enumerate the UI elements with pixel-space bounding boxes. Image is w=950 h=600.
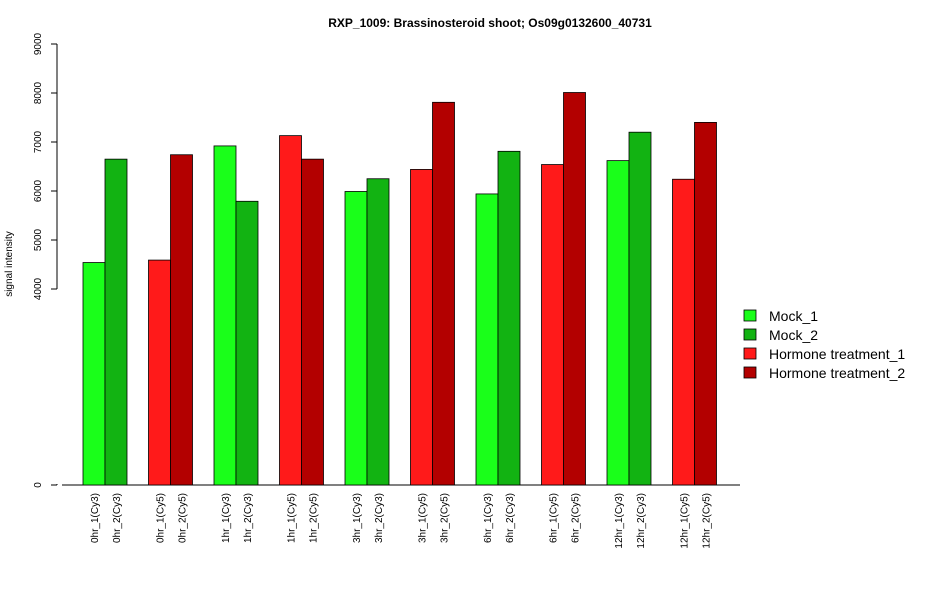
x-tick-label: 12hr_1(Cy5) [680, 493, 691, 549]
y-tick-label: 6000 [33, 179, 44, 202]
legend-label: Hormone treatment_1 [769, 346, 905, 362]
y-axis-title: signal intensity [4, 231, 15, 297]
bar [628, 131, 652, 486]
x-tick-label: 6hr_2(Cy3) [505, 493, 516, 543]
y-tick-label: 4000 [33, 277, 44, 300]
x-tick-label: 3hr_2(Cy3) [374, 493, 385, 543]
bar [410, 169, 433, 486]
legend-label: Mock_2 [769, 327, 818, 343]
x-tick-label: 12hr_1(Cy3) [614, 493, 625, 549]
x-tick-label: 6hr_2(Cy5) [571, 493, 582, 543]
legend-swatch [743, 328, 757, 341]
bar [104, 158, 128, 486]
bars-group [82, 92, 717, 486]
y-tick-label: 9000 [33, 32, 44, 55]
x-tick-label: 1hr_1(Cy5) [287, 493, 298, 543]
bar [563, 92, 586, 486]
bar [497, 150, 521, 486]
legend-swatch [743, 347, 757, 360]
x-tick-label: 1hr_2(Cy5) [309, 493, 320, 543]
legend-label: Hormone treatment_2 [769, 365, 905, 381]
bar [344, 191, 368, 486]
bar [235, 200, 259, 486]
bar [82, 262, 106, 486]
y-tick-label: 8000 [33, 81, 44, 104]
x-tick-label: 0hr_1(Cy3) [90, 493, 101, 543]
bar [432, 101, 455, 486]
bar [672, 178, 695, 486]
x-tick-label: 0hr_2(Cy3) [112, 493, 123, 543]
legend-swatch [743, 366, 757, 379]
legend-label: Mock_1 [769, 308, 818, 324]
bar [366, 178, 390, 486]
legend: Mock_1 Mock_2 Hormone treatment_1 Hormone t… [743, 308, 905, 381]
x-tick-label: 3hr_1(Cy3) [352, 493, 363, 543]
x-tick-label: 3hr_1(Cy5) [418, 493, 429, 543]
x-tick-label: 1hr_2(Cy3) [243, 493, 254, 543]
chart-title: RXP_1009: Brassinosteroid shoot; Os09g01… [328, 16, 652, 30]
x-tick-label: 6hr_1(Cy3) [483, 493, 494, 543]
bar [694, 122, 717, 486]
y-axis: 0 4000 5000 6000 7000 8000 9000 [33, 32, 58, 488]
bar [148, 259, 171, 486]
x-tick-label: 3hr_2(Cy5) [440, 493, 451, 543]
x-tick-label: 12hr_2(Cy3) [636, 493, 647, 549]
legend-swatch [743, 309, 757, 322]
bar [301, 158, 324, 486]
bar [541, 164, 564, 486]
bar [475, 193, 499, 486]
y-tick-label: 5000 [33, 228, 44, 251]
bar [170, 154, 193, 486]
bar [213, 145, 237, 486]
y-tick-label: 7000 [33, 130, 44, 153]
bar [279, 135, 302, 486]
y-tick-label: 0 [33, 482, 44, 488]
x-tick-label: 1hr_1(Cy3) [221, 493, 232, 543]
x-tick-labels: 0hr_1(Cy3) 0hr_2(Cy3) 0hr_1(Cy5) 0hr_2(Cy5)… [90, 493, 713, 549]
bar [606, 160, 630, 486]
x-tick-label: 0hr_1(Cy5) [156, 493, 167, 543]
x-tick-label: 0hr_2(Cy5) [178, 493, 189, 543]
x-tick-label: 12hr_2(Cy5) [702, 493, 713, 549]
x-tick-label: 6hr_1(Cy5) [549, 493, 560, 543]
